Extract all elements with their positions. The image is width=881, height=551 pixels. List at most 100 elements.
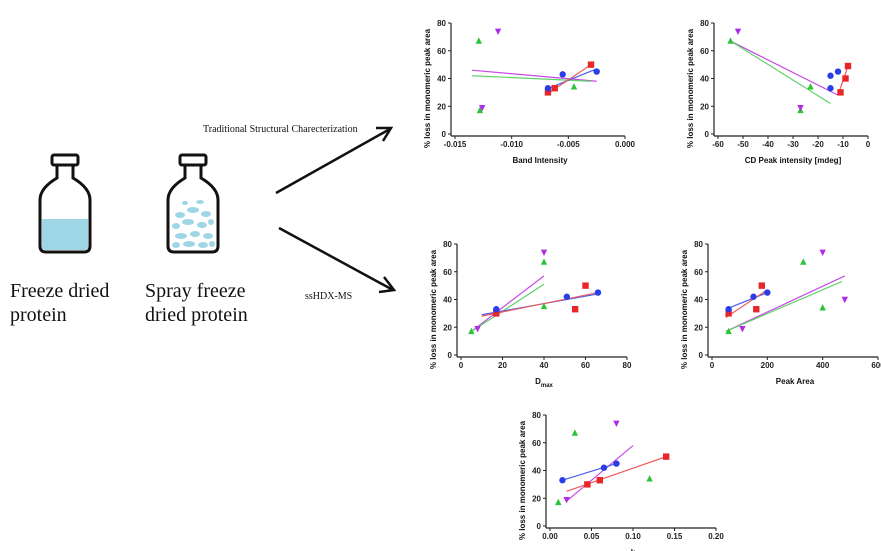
y-tick-label: 0 xyxy=(705,130,710,139)
vial-label: Freeze dried xyxy=(10,280,109,302)
x-axis-label: k xyxy=(631,548,636,551)
data-point xyxy=(827,72,834,79)
data-point xyxy=(475,37,482,44)
y-tick-label: 40 xyxy=(437,75,446,84)
y-tick-label: 20 xyxy=(437,102,446,111)
y-tick-label: 80 xyxy=(694,240,703,249)
data-point xyxy=(493,306,500,313)
data-point xyxy=(476,106,484,114)
x-axis-label-main: Band Intensity xyxy=(512,156,568,165)
data-point xyxy=(468,327,475,335)
vial-label: dried protein xyxy=(145,304,248,326)
data-point xyxy=(725,306,732,313)
x-tick-label: 0.15 xyxy=(667,532,683,541)
arrow-label: ssHDX-MS xyxy=(305,291,352,302)
x-axis-label-main: k xyxy=(631,548,636,551)
x-tick-label: 80 xyxy=(623,361,632,370)
fit-line xyxy=(730,40,839,96)
fit-line xyxy=(730,40,831,104)
data-point xyxy=(842,75,849,82)
data-point xyxy=(594,289,602,296)
data-point xyxy=(725,310,732,317)
data-point xyxy=(555,498,562,506)
vial-fill xyxy=(42,219,88,250)
fit-line xyxy=(725,292,768,310)
y-tick-label: 40 xyxy=(694,296,703,305)
x-tick-label: 20 xyxy=(498,361,507,370)
y-tick-label: 0 xyxy=(448,351,453,360)
x-tick-label: 600 xyxy=(871,361,881,370)
data-point xyxy=(570,83,578,90)
x-axis-label: Band Intensity xyxy=(512,156,568,165)
data-point xyxy=(819,249,826,257)
x-axis-label-main: CD Peak intensity [mdeg] xyxy=(745,156,842,165)
x-tick-label: 40 xyxy=(540,361,549,370)
y-tick-label: 60 xyxy=(443,268,452,277)
data-point xyxy=(563,293,571,300)
data-point xyxy=(837,89,844,96)
x-tick-label: 0 xyxy=(710,361,715,370)
y-axis-label: % loss in monomeric peak area xyxy=(518,420,527,540)
data-point xyxy=(559,477,566,484)
y-tick-label: 40 xyxy=(532,467,541,476)
data-point xyxy=(753,306,760,313)
data-point xyxy=(807,83,814,90)
data-point xyxy=(571,429,579,436)
data-point xyxy=(540,258,548,265)
data-point xyxy=(540,302,548,310)
data-point xyxy=(727,37,734,44)
x-tick-label: 0.10 xyxy=(625,532,641,541)
data-point xyxy=(613,460,620,467)
fit-line xyxy=(725,289,768,319)
y-tick-label: 80 xyxy=(443,240,452,249)
y-tick-label: 0 xyxy=(699,351,704,360)
x-tick-label: -60 xyxy=(712,140,724,149)
fit-line xyxy=(471,275,545,332)
y-tick-label: 40 xyxy=(700,75,709,84)
data-point xyxy=(797,104,804,112)
y-tick-label: 60 xyxy=(437,47,446,56)
fit-line xyxy=(471,283,545,332)
x-tick-label: -0.015 xyxy=(444,140,467,149)
y-tick-label: 80 xyxy=(437,19,446,28)
x-tick-label: -0.005 xyxy=(557,140,580,149)
y-tick-label: 80 xyxy=(532,411,541,420)
x-tick-label: 400 xyxy=(816,361,830,370)
fit-line xyxy=(566,445,634,502)
vial-spray-freeze-dried xyxy=(166,153,220,254)
y-axis-label: % loss in monomeric peak area xyxy=(686,28,695,148)
y-tick-label: 60 xyxy=(700,47,709,56)
data-point xyxy=(493,310,500,317)
fit-line xyxy=(471,75,592,82)
x-axis-label: Dmax xyxy=(535,377,553,389)
data-point xyxy=(559,71,566,78)
data-point xyxy=(663,453,670,460)
y-tick-label: 20 xyxy=(443,323,452,332)
x-tick-label: 0 xyxy=(459,361,464,370)
x-axis-label-main: D xyxy=(535,377,541,386)
data-point xyxy=(750,293,757,300)
x-tick-label: -50 xyxy=(737,140,749,149)
data-point xyxy=(474,325,481,333)
arrows xyxy=(275,126,397,294)
fit-line xyxy=(566,456,667,492)
data-point xyxy=(819,304,826,311)
x-tick-label: 60 xyxy=(581,361,590,370)
data-point xyxy=(551,85,558,92)
y-tick-label: 60 xyxy=(532,439,541,448)
data-point xyxy=(596,477,603,484)
x-tick-label: 0.05 xyxy=(584,532,600,541)
x-tick-label: 200 xyxy=(761,361,775,370)
data-point xyxy=(540,249,548,257)
y-tick-label: 80 xyxy=(700,19,709,28)
data-point xyxy=(593,68,600,75)
x-axis-label: CD Peak intensity [mdeg] xyxy=(745,156,842,165)
data-point xyxy=(563,496,570,504)
x-tick-label: -0.010 xyxy=(500,140,523,149)
data-point xyxy=(800,258,807,265)
fit-line xyxy=(471,69,597,82)
fit-line xyxy=(562,462,617,481)
y-axis-label: % loss in monomeric peak area xyxy=(429,249,438,369)
y-tick-label: 20 xyxy=(700,102,709,111)
data-point xyxy=(739,325,746,333)
